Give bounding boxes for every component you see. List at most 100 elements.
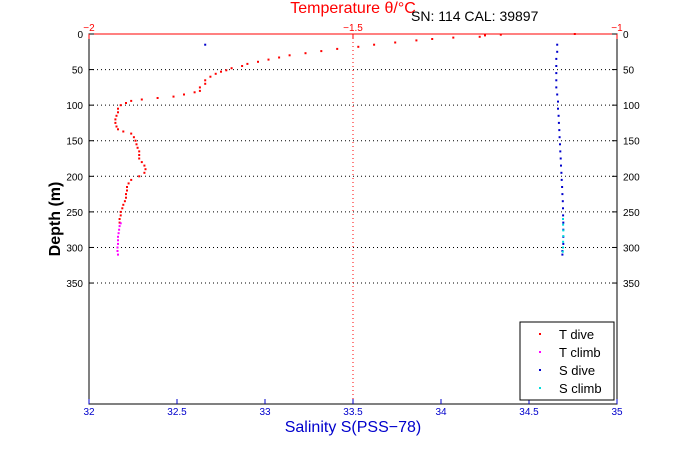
y-tick-label: 150 xyxy=(66,137,83,148)
data-point xyxy=(214,72,217,75)
y-tick-label: 100 xyxy=(66,101,83,112)
data-point xyxy=(562,221,565,224)
data-point xyxy=(556,43,559,46)
data-point xyxy=(126,189,128,192)
data-point xyxy=(130,178,133,181)
data-point xyxy=(122,203,125,206)
data-point xyxy=(138,150,141,153)
y-tick-label: 200 xyxy=(623,172,640,183)
data-point xyxy=(561,250,564,253)
data-point xyxy=(138,154,141,156)
data-point xyxy=(560,164,562,167)
top-tick-label: −1 xyxy=(611,23,623,34)
data-point xyxy=(118,221,121,224)
data-point xyxy=(125,102,127,104)
data-point xyxy=(555,57,558,60)
data-point xyxy=(117,128,119,131)
y-tick-label: 250 xyxy=(66,208,83,219)
data-point xyxy=(278,56,281,59)
y-tick-label: 250 xyxy=(623,208,640,219)
data-point xyxy=(115,114,118,117)
y-tick-label: 200 xyxy=(66,172,83,183)
data-point xyxy=(117,107,119,110)
x-tick-label: 33 xyxy=(259,407,271,418)
data-point xyxy=(118,218,121,220)
data-point xyxy=(562,235,565,238)
data-point xyxy=(126,186,128,188)
data-point xyxy=(267,58,270,61)
data-point xyxy=(559,157,562,160)
legend-label: T dive xyxy=(559,327,594,342)
data-point xyxy=(209,75,212,78)
data-point xyxy=(125,193,127,196)
data-point xyxy=(555,86,558,89)
data-point xyxy=(127,182,130,185)
data-point xyxy=(559,143,561,146)
data-point xyxy=(562,229,565,232)
top-tick-label: −2 xyxy=(83,23,95,34)
data-point xyxy=(144,168,147,171)
data-point xyxy=(220,70,222,73)
data-point xyxy=(555,79,558,82)
x-tick-label: 35 xyxy=(611,407,623,418)
y-tick-label: 50 xyxy=(623,66,635,77)
data-point xyxy=(415,39,418,42)
data-point xyxy=(556,93,559,96)
x-tick-label: 34.5 xyxy=(519,407,539,418)
data-point xyxy=(117,242,119,245)
data-point xyxy=(193,91,196,94)
chart-title: SN: 114 CAL: 39897 xyxy=(411,8,539,24)
data-point xyxy=(241,65,244,67)
data-point xyxy=(560,178,563,181)
data-point xyxy=(562,242,565,245)
data-point xyxy=(119,214,122,217)
legend-label: S climb xyxy=(559,381,602,396)
data-point xyxy=(257,60,259,63)
data-point xyxy=(288,54,291,57)
legend-label: S dive xyxy=(559,363,595,378)
data-point xyxy=(183,93,185,96)
data-point xyxy=(562,207,564,210)
grid-lines xyxy=(89,34,617,404)
data-point xyxy=(431,38,434,40)
data-point xyxy=(119,104,122,107)
data-point xyxy=(198,89,201,92)
data-point xyxy=(143,164,146,167)
legend-marker xyxy=(539,333,541,335)
data-point xyxy=(119,210,122,213)
x-tick-label: 32 xyxy=(83,407,95,418)
data-point xyxy=(130,99,133,102)
data-point xyxy=(122,130,125,133)
y-tick-label: 0 xyxy=(77,30,83,41)
legend-box xyxy=(519,321,615,401)
y-tick-label: 100 xyxy=(623,101,640,112)
data-point xyxy=(373,43,376,46)
data-point xyxy=(558,129,561,132)
data-point xyxy=(117,232,120,235)
data-point xyxy=(140,98,143,101)
data-points xyxy=(114,33,576,256)
data-point xyxy=(123,200,126,203)
legend: T dive T climb S dive S climb xyxy=(519,321,615,401)
data-point xyxy=(562,223,565,226)
data-point xyxy=(357,45,360,48)
data-point xyxy=(561,186,564,188)
x-tick-label: 32.5 xyxy=(167,407,187,418)
y-tick-label: 0 xyxy=(623,30,629,41)
data-point xyxy=(562,246,564,249)
y-tick-label: 300 xyxy=(66,243,83,254)
data-point xyxy=(143,171,146,174)
data-point xyxy=(336,47,339,50)
data-point xyxy=(117,253,119,256)
data-point xyxy=(557,100,559,103)
data-point xyxy=(499,33,502,36)
legend-label: T climb xyxy=(559,345,601,360)
data-point xyxy=(117,239,119,242)
data-point xyxy=(114,121,117,124)
data-point xyxy=(138,175,141,178)
data-point xyxy=(573,33,576,35)
data-point xyxy=(116,246,119,249)
data-point xyxy=(557,114,560,117)
data-point xyxy=(130,132,133,135)
